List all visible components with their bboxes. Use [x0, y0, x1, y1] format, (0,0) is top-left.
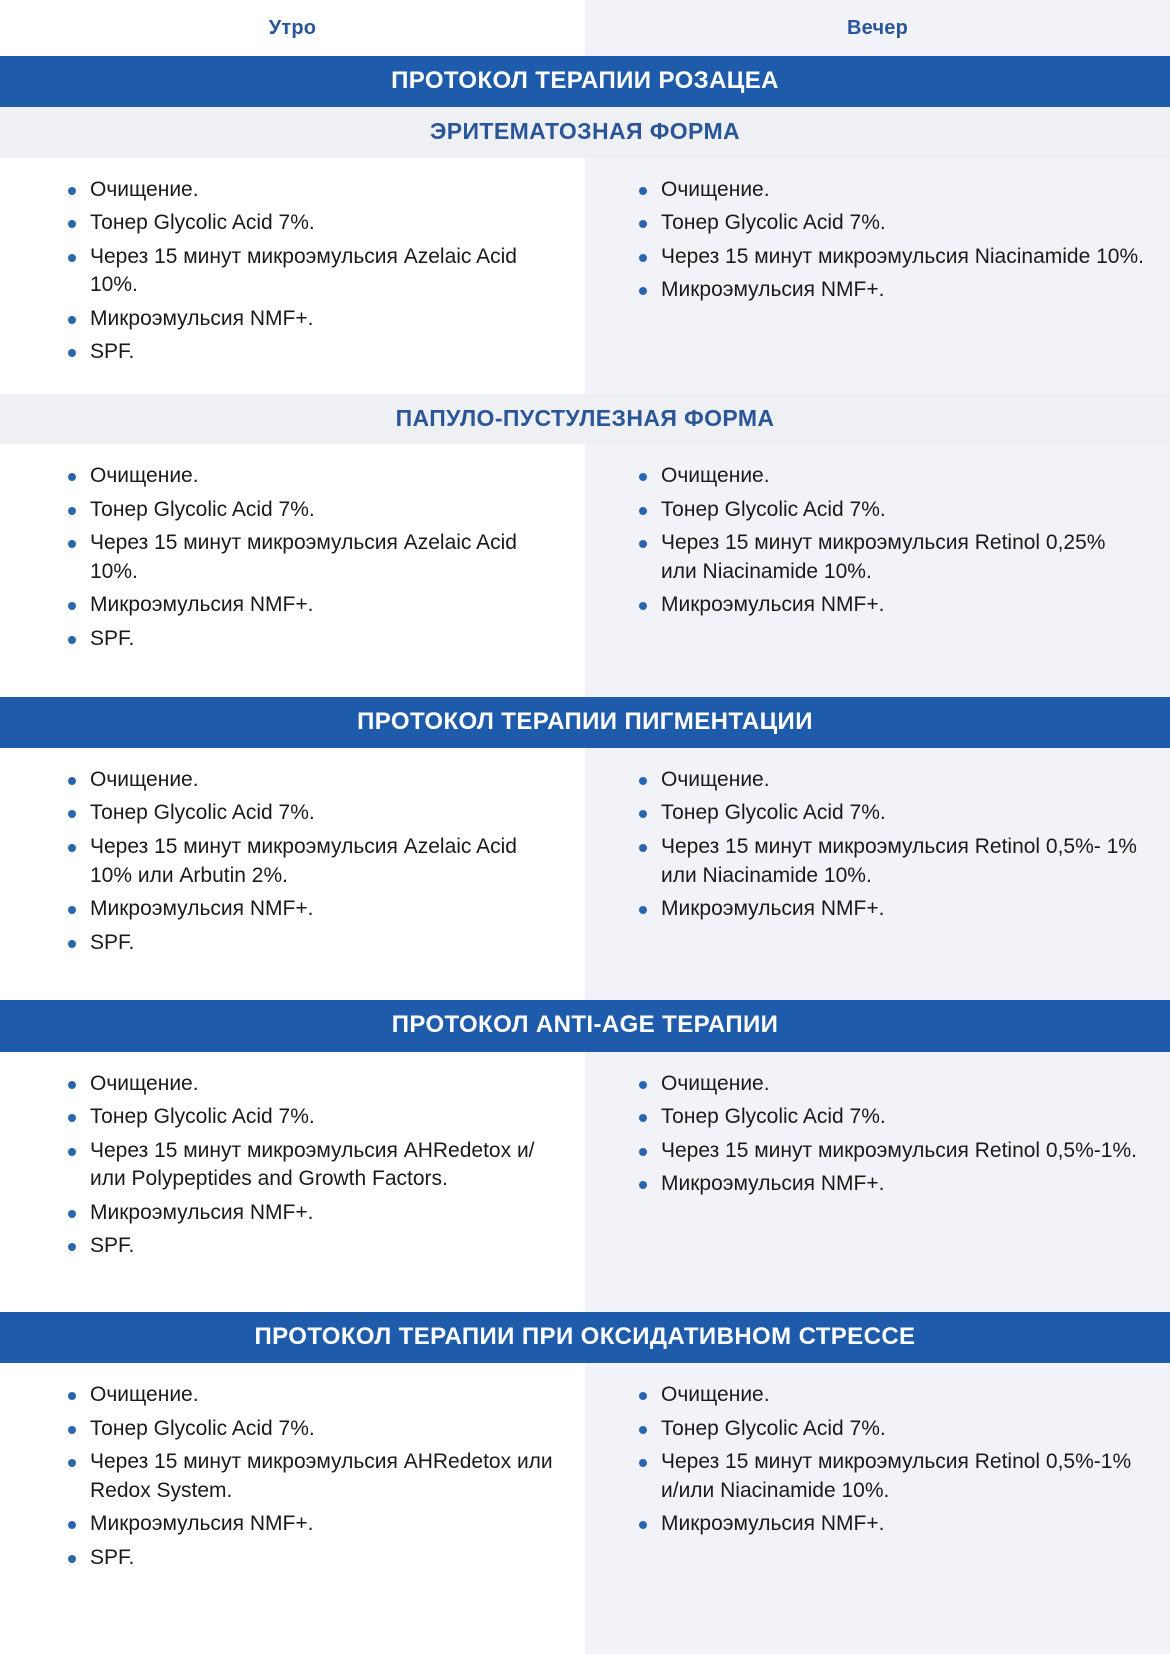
routine-cell-morning: Очищение. Тонер Glycolic Acid 7%. Через 15…: [0, 748, 585, 984]
morning-column-background: [0, 0, 585, 1654]
column-header-morning: Утро: [0, 0, 585, 56]
evening-column-background: [585, 0, 1170, 1654]
step-list-morning: Очищение. Тонер Glycolic Acid 7%. Через 15…: [66, 1381, 555, 1572]
step-list-evening: Очищение. Тонер Glycolic Acid 7%. Через 15…: [637, 1070, 1146, 1199]
routine-cell-evening: Очищение. Тонер Glycolic Acid 7%. Через 15…: [585, 444, 1170, 680]
step-item: Через 15 минут микроэмульсия Retinol 0,5…: [637, 1448, 1146, 1505]
routine-cell-morning: Очищение. Тонер Glycolic Acid 7%. Через 15…: [0, 1363, 585, 1599]
column-header-evening-label: Вечер: [846, 16, 909, 39]
step-item: Тонер Glycolic Acid 7%.: [637, 1415, 1146, 1444]
step-item: Через 15 минут микроэмульсия Retinol 0,5…: [637, 1137, 1146, 1166]
step-item: Тонер Glycolic Acid 7%.: [66, 496, 555, 525]
step-item: Через 15 минут микроэмульсия Azelaic Aci…: [66, 833, 555, 890]
step-list-morning: Очищение. Тонер Glycolic Acid 7%. Через 15…: [66, 1070, 555, 1261]
subform-banner-erythematous: ЭРИТЕМАТОЗНАЯ ФОРМА: [0, 107, 1170, 158]
section-spacer: [0, 1288, 1170, 1312]
section-spacer: [0, 984, 1170, 1000]
step-item: Очищение.: [66, 766, 555, 795]
step-item: SPF.: [66, 1232, 555, 1261]
step-item: Очищение.: [637, 176, 1146, 205]
column-header-morning-label: Утро: [268, 16, 317, 39]
routine-row-oxidative-stress: Очищение. Тонер Glycolic Acid 7%. Через 15…: [0, 1363, 1170, 1599]
step-list-evening: Очищение. Тонер Glycolic Acid 7%. Через 15…: [637, 1381, 1146, 1539]
routine-cell-evening: Очищение. Тонер Glycolic Acid 7%. Через 15…: [585, 158, 1170, 394]
step-item: SPF.: [66, 338, 555, 367]
step-item: Очищение.: [66, 462, 555, 491]
step-list-morning: Очищение. Тонер Glycolic Acid 7%. Через 15…: [66, 462, 555, 653]
protocol-banner-oxidative-stress: ПРОТОКОЛ ТЕРАПИИ ПРИ ОКСИДАТИВНОМ СТРЕСС…: [0, 1311, 1170, 1364]
step-item: SPF.: [66, 1544, 555, 1573]
step-item: Микроэмульсия NMF+.: [66, 1510, 555, 1539]
step-item: Тонер Glycolic Acid 7%.: [66, 1103, 555, 1132]
step-item: Очищение.: [637, 462, 1146, 491]
step-list-morning: Очищение. Тонер Glycolic Acid 7%. Через 15…: [66, 766, 555, 957]
step-item: Микроэмульсия NMF+.: [66, 591, 555, 620]
step-item: Тонер Glycolic Acid 7%.: [66, 799, 555, 828]
step-item: Через 15 минут микроэмульсия AHRedetox и…: [66, 1448, 555, 1505]
step-item: Через 15 минут микроэмульсия Niacinamide…: [637, 243, 1146, 272]
routine-cell-morning: Очищение. Тонер Glycolic Acid 7%. Через 15…: [0, 1052, 585, 1288]
step-item: Микроэмульсия NMF+.: [637, 895, 1146, 924]
step-item: Микроэмульсия NMF+.: [637, 1170, 1146, 1199]
column-header-row: Утро Вечер: [0, 0, 1170, 56]
section-spacer: [0, 681, 1170, 697]
routine-row-anti-age: Очищение. Тонер Glycolic Acid 7%. Через 15…: [0, 1052, 1170, 1288]
step-item: SPF.: [66, 929, 555, 958]
protocol-banner-pigmentation: ПРОТОКОЛ ТЕРАПИИ ПИГМЕНТАЦИИ: [0, 696, 1170, 748]
step-item: Микроэмульсия NMF+.: [637, 1510, 1146, 1539]
step-item: SPF.: [66, 625, 555, 654]
step-item: Через 15 минут микроэмульсия Retinol 0,5…: [637, 833, 1146, 890]
routine-row-rosacea-papulopustular: Очищение. Тонер Glycolic Acid 7%. Через 15…: [0, 444, 1170, 680]
protocol-banner-anti-age: ПРОТОКОЛ ANTI-AGE ТЕРАПИИ: [0, 1000, 1170, 1052]
step-item: Тонер Glycolic Acid 7%.: [66, 1415, 555, 1444]
step-item: Очищение.: [637, 766, 1146, 795]
step-item: Тонер Glycolic Acid 7%.: [637, 799, 1146, 828]
step-item: Очищение.: [637, 1070, 1146, 1099]
routine-cell-evening: Очищение. Тонер Glycolic Acid 7%. Через 15…: [585, 1052, 1170, 1288]
step-item: Через 15 минут микроэмульсия Azelaic Aci…: [66, 243, 555, 300]
routine-cell-morning: Очищение. Тонер Glycolic Acid 7%. Через 15…: [0, 158, 585, 394]
step-list-evening: Очищение. Тонер Glycolic Acid 7%. Через 15…: [637, 462, 1146, 620]
step-list-morning: Очищение. Тонер Glycolic Acid 7%. Через 15…: [66, 176, 555, 367]
step-item: Микроэмульсия NMF+.: [637, 591, 1146, 620]
step-item: Микроэмульсия NMF+.: [66, 305, 555, 334]
step-item: Тонер Glycolic Acid 7%.: [66, 209, 555, 238]
step-item: Очищение.: [66, 176, 555, 205]
routine-row-pigmentation: Очищение. Тонер Glycolic Acid 7%. Через 15…: [0, 748, 1170, 984]
step-item: Микроэмульсия NMF+.: [66, 1199, 555, 1228]
step-item: Микроэмульсия NMF+.: [637, 276, 1146, 305]
subform-banner-papulopustular: ПАПУЛО-ПУСТУЛЕЗНАЯ ФОРМА: [0, 393, 1170, 445]
step-item: Тонер Glycolic Acid 7%.: [637, 209, 1146, 238]
routine-cell-morning: Очищение. Тонер Glycolic Acid 7%. Через 15…: [0, 444, 585, 680]
routine-cell-evening: Очищение. Тонер Glycolic Acid 7%. Через 15…: [585, 748, 1170, 984]
step-item: Очищение.: [637, 1381, 1146, 1410]
routine-row-rosacea-erythematous: Очищение. Тонер Glycolic Acid 7%. Через 15…: [0, 158, 1170, 394]
step-list-evening: Очищение. Тонер Glycolic Acid 7%. Через 15…: [637, 176, 1146, 305]
step-item: Тонер Glycolic Acid 7%.: [637, 496, 1146, 525]
step-list-evening: Очищение. Тонер Glycolic Acid 7%. Через 15…: [637, 766, 1146, 924]
step-item: Очищение.: [66, 1070, 555, 1099]
step-item: Через 15 минут микроэмульсия AHRedetox и…: [66, 1137, 555, 1194]
column-header-evening: Вечер: [585, 0, 1170, 56]
step-item: Через 15 минут микроэмульсия Azelaic Aci…: [66, 529, 555, 586]
page-tail-whitespace: [0, 1600, 1170, 1654]
step-item: Через 15 минут микроэмульсия Retinol 0,2…: [637, 529, 1146, 586]
protocol-banner-rosacea: ПРОТОКОЛ ТЕРАПИИ РОЗАЦЕА: [0, 56, 1170, 108]
step-item: Микроэмульсия NMF+.: [66, 895, 555, 924]
step-item: Тонер Glycolic Acid 7%.: [637, 1103, 1146, 1132]
routine-cell-evening: Очищение. Тонер Glycolic Acid 7%. Через 15…: [585, 1363, 1170, 1599]
step-item: Очищение.: [66, 1381, 555, 1410]
